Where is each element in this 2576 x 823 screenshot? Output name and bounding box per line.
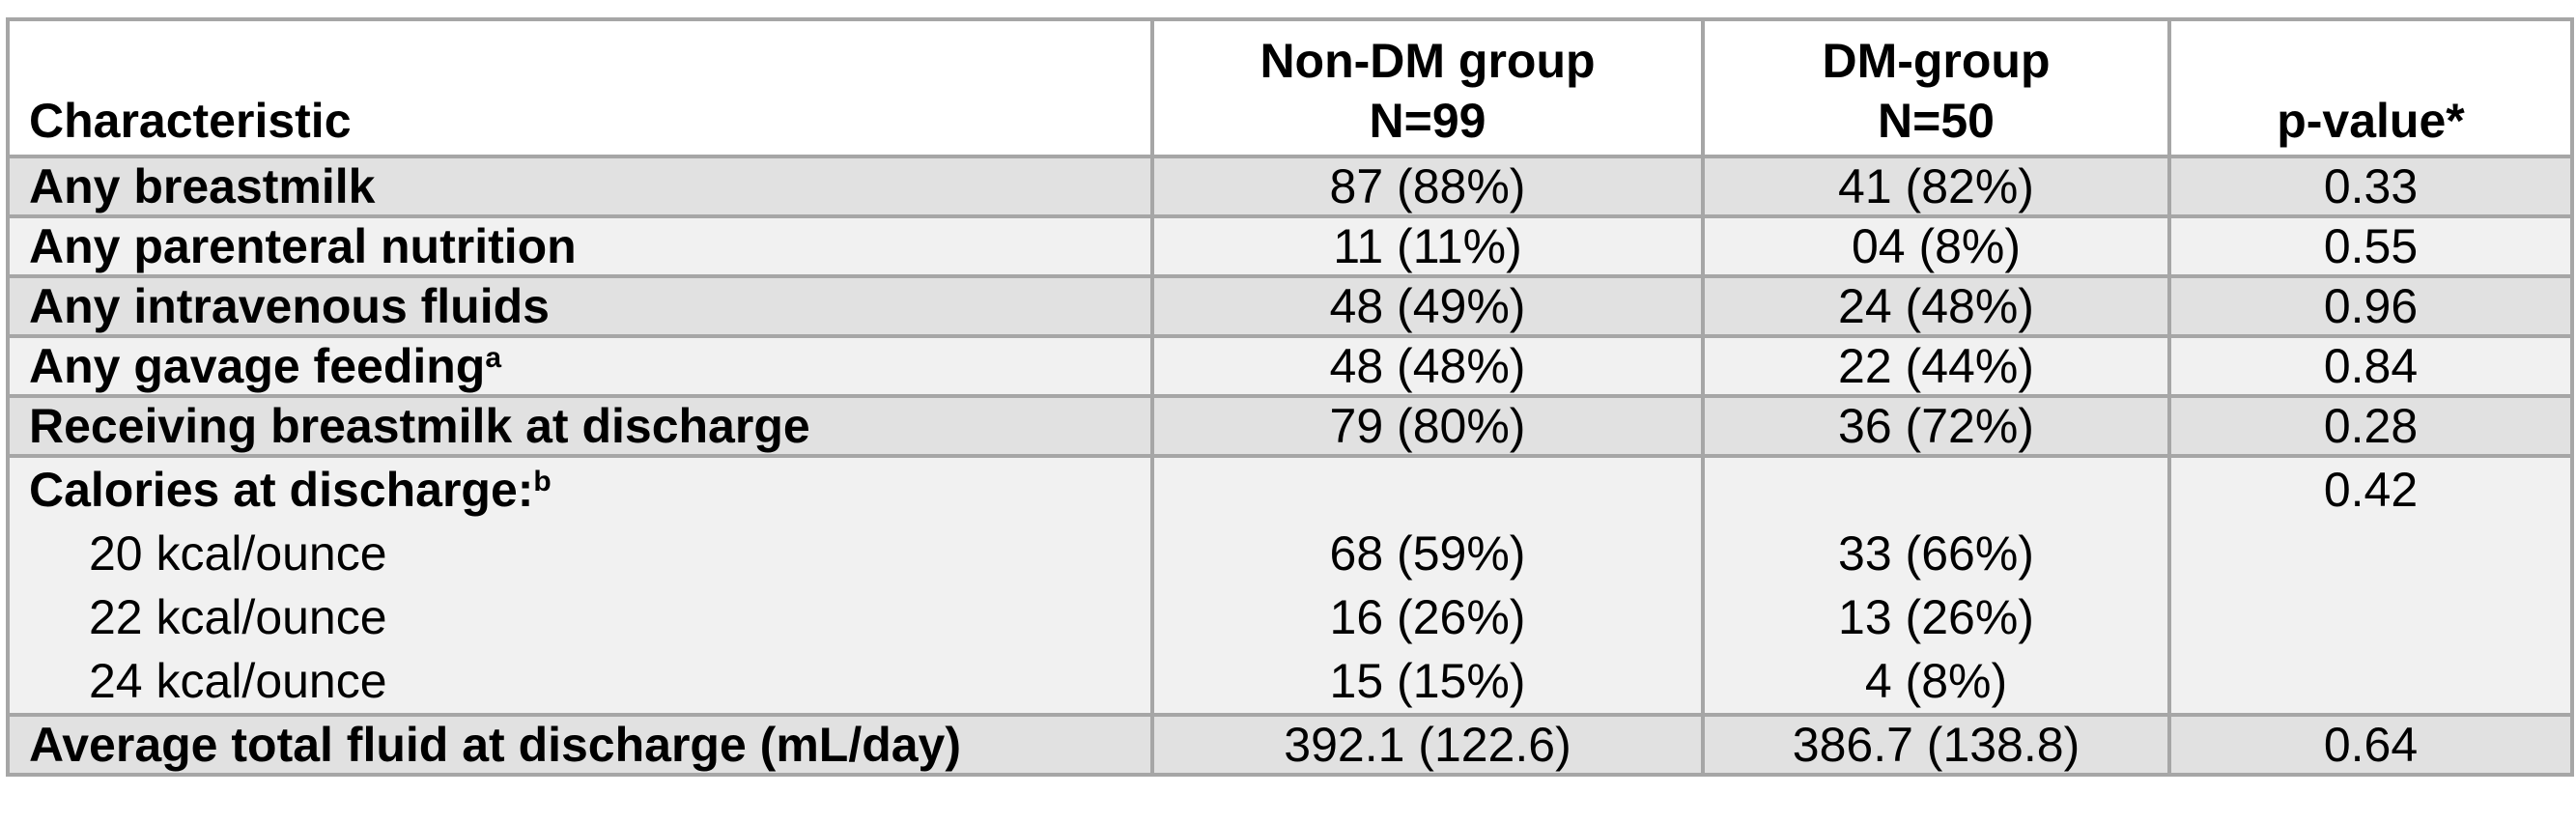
calories-sub-label: 20 kcal/ounce	[89, 526, 387, 581]
row-non-dm-value: 48 (49%)	[1150, 274, 1705, 338]
row-non-dm-value: 11 (11%)	[1150, 214, 1705, 278]
row-p-value: 0.64	[2167, 713, 2574, 777]
table-row: Any gavage feedinga 48 (48%) 22 (44%) 0.…	[6, 334, 2574, 398]
calories-p-cell: 0.42	[2167, 454, 2574, 717]
row-non-dm-value: 392.1 (122.6)	[1150, 713, 1705, 777]
row-dm-value: 41 (82%)	[1701, 155, 2171, 218]
header-characteristic: Characteristic	[6, 17, 1154, 158]
table-row: Any breastmilk 87 (88%) 41 (82%) 0.33	[6, 155, 2574, 218]
header-non-dm-n: N=99	[1369, 94, 1486, 148]
row-p-value: 0.28	[2167, 394, 2574, 458]
row-dm-value: 386.7 (138.8)	[1701, 713, 2171, 777]
table-row: Receiving breastmilk at discharge 79 (80…	[6, 394, 2574, 458]
header-dm-n: N=50	[1878, 94, 1995, 148]
table-row: Any parenteral nutrition 11 (11%) 04 (8%…	[6, 214, 2574, 278]
row-p-value: 0.55	[2167, 214, 2574, 278]
footnote-marker: a	[485, 342, 502, 374]
calories-dm-value: 33 (66%)	[1838, 526, 2034, 581]
row-p-value: 0.33	[2167, 155, 2574, 218]
table-header-row: Characteristic Non-DM group N=99 DM-grou…	[6, 17, 2574, 158]
row-dm-value: 22 (44%)	[1701, 334, 2171, 398]
calories-dm-cell: 33 (66%) 13 (26%) 4 (8%)	[1701, 454, 2171, 717]
calories-non-dm-value: 68 (59%)	[1329, 526, 1526, 581]
row-label: Average total fluid at discharge (mL/day…	[6, 713, 1154, 777]
row-p-value: 0.96	[2167, 274, 2574, 338]
row-label: Receiving breastmilk at discharge	[6, 394, 1154, 458]
table-row-calories: Calories at discharge:b 20 kcal/ounce 22…	[6, 454, 2574, 717]
header-dm-name: DM-group	[1822, 34, 2051, 88]
calories-sub-label: 24 kcal/ounce	[89, 654, 387, 708]
header-non-dm-group: Non-DM group N=99	[1150, 17, 1705, 158]
row-label: Any gavage feeding	[29, 339, 486, 393]
header-p-value: p-value*	[2167, 17, 2574, 158]
row-dm-value: 04 (8%)	[1701, 214, 2171, 278]
header-dm-group: DM-group N=50	[1701, 17, 2171, 158]
table-row: Average total fluid at discharge (mL/day…	[6, 713, 2574, 777]
row-non-dm-value: 79 (80%)	[1150, 394, 1705, 458]
table-row: Any intravenous fluids 48 (49%) 24 (48%)…	[6, 274, 2574, 338]
row-label-cell: Any gavage feedinga	[6, 334, 1154, 398]
row-non-dm-value: 48 (48%)	[1150, 334, 1705, 398]
row-dm-value: 36 (72%)	[1701, 394, 2171, 458]
row-label: Any breastmilk	[6, 155, 1154, 218]
calories-sub-label: 22 kcal/ounce	[89, 590, 387, 644]
calories-dm-value: 4 (8%)	[1864, 654, 2008, 708]
row-non-dm-value: 87 (88%)	[1150, 155, 1705, 218]
row-p-value: 0.84	[2167, 334, 2574, 398]
calories-non-dm-value: 15 (15%)	[1329, 654, 1526, 708]
row-dm-value: 24 (48%)	[1701, 274, 2171, 338]
calories-p-value: 0.42	[2323, 463, 2419, 517]
calories-non-dm-value: 16 (26%)	[1329, 590, 1526, 644]
row-label: Any intravenous fluids	[6, 274, 1154, 338]
calories-non-dm-cell: 68 (59%) 16 (26%) 15 (15%)	[1150, 454, 1705, 717]
results-table-container: Characteristic Non-DM group N=99 DM-grou…	[6, 17, 2574, 777]
calories-label: Calories at discharge:	[29, 463, 534, 517]
header-non-dm-name: Non-DM group	[1260, 34, 1596, 88]
calories-label-cell: Calories at discharge:b 20 kcal/ounce 22…	[6, 454, 1154, 717]
row-label: Any parenteral nutrition	[6, 214, 1154, 278]
nutrition-characteristics-table: Characteristic Non-DM group N=99 DM-grou…	[6, 17, 2574, 777]
calories-dm-value: 13 (26%)	[1838, 590, 2034, 644]
footnote-marker: b	[533, 466, 552, 497]
